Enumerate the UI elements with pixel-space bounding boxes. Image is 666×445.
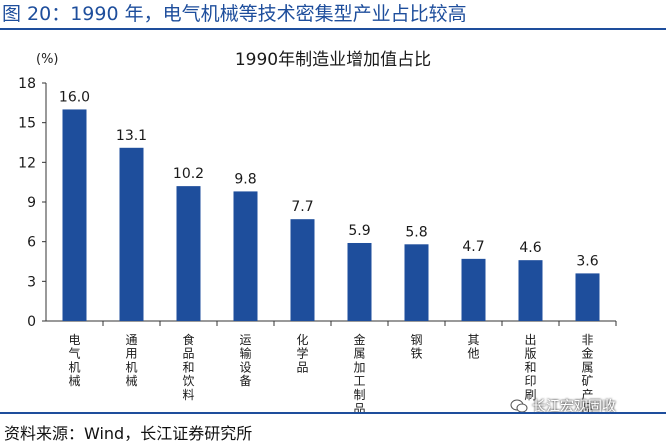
figure-header: 图 20：1990 年，电气机械等技术密集型产业占比较高 <box>0 0 666 30</box>
x-tick-label: 化学品 <box>296 333 308 375</box>
y-axis-unit: (%) <box>36 52 59 67</box>
wechat-icon <box>510 399 528 413</box>
data-label: 13.1 <box>116 128 147 144</box>
bar <box>404 244 429 321</box>
data-label: 3.6 <box>576 253 598 269</box>
y-tick-label: 15 <box>18 116 36 132</box>
x-tick-label: 非金属矿产品 <box>581 333 593 412</box>
bar <box>62 109 87 321</box>
chart-title: 1990年制造业增加值占比 <box>234 50 432 70</box>
data-label: 4.7 <box>462 239 484 255</box>
y-tick-label: 12 <box>18 155 36 171</box>
bar <box>233 191 258 321</box>
bar <box>518 260 543 321</box>
x-tick-label: 食品和饮料 <box>182 332 194 402</box>
bar <box>461 258 486 321</box>
y-tick-label: 0 <box>27 314 36 330</box>
x-tick-label: 出版和印刷 <box>524 333 536 402</box>
figure-footer: 资料来源：Wind，长江证券研究所 <box>0 412 666 445</box>
bar <box>290 219 315 321</box>
y-tick-label: 9 <box>27 195 36 211</box>
source-note: 资料来源：Wind，长江证券研究所 <box>4 424 253 443</box>
x-tick-label: 其他 <box>467 333 479 361</box>
bar <box>176 186 201 321</box>
data-label: 10.2 <box>173 166 204 182</box>
data-label: 4.6 <box>519 240 541 256</box>
bar <box>575 273 600 321</box>
y-tick-label: 18 <box>18 76 36 92</box>
figure-title: 图 20：1990 年，电气机械等技术密集型产业占比较高 <box>2 3 467 25</box>
data-label: 5.8 <box>405 224 427 240</box>
data-label: 9.8 <box>234 171 256 187</box>
y-tick-label: 6 <box>27 235 36 251</box>
watermark-text: 长江宏观固收 <box>532 399 616 415</box>
y-tick-label: 3 <box>27 274 36 290</box>
x-tick-label: 金属加工制品 <box>353 332 365 412</box>
bar-chart: 0 3 6 9 12 15 18 16.0 电气机械 13.1 通用机械 10.2 食品和饮料 9.8 运输… <box>18 76 617 412</box>
bar <box>347 242 372 321</box>
x-tick-label: 钢铁 <box>410 333 422 361</box>
data-label: 16.0 <box>59 89 90 105</box>
data-label: 7.7 <box>291 199 313 215</box>
bar <box>119 147 144 321</box>
x-tick-label: 运输设备 <box>239 333 251 388</box>
x-tick-label: 通用机械 <box>125 333 137 388</box>
data-label: 5.9 <box>348 223 370 239</box>
x-tick-label: 电气机械 <box>68 333 80 388</box>
